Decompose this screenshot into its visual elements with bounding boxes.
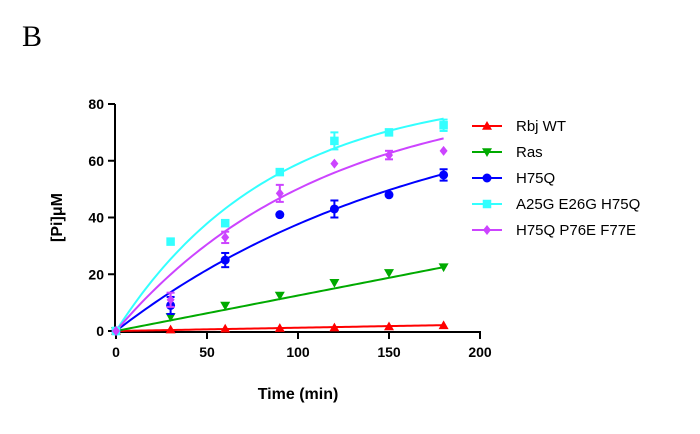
axes: 0 50 100 150 200 0 20 40 60 80 <box>88 96 491 360</box>
data-point <box>330 158 339 169</box>
data-point <box>384 321 394 331</box>
data-point <box>275 188 284 199</box>
data-point <box>384 128 394 137</box>
data-point <box>329 204 339 214</box>
y-tick-label: 80 <box>88 96 104 112</box>
legend-label: Ras <box>516 144 543 161</box>
x-axis-title: Time (min) <box>258 386 339 403</box>
data-point <box>221 232 230 243</box>
data-point <box>165 313 176 322</box>
legend-label: H75Q <box>516 170 555 187</box>
legend-marker <box>482 121 492 130</box>
data-point <box>165 324 176 334</box>
legend-label: A25G E26G H75Q <box>516 196 640 213</box>
data-point <box>275 210 285 220</box>
y-axis-title: [Pi]μM <box>49 193 66 242</box>
x-tick-label: 150 <box>377 344 401 360</box>
data-point <box>385 150 393 161</box>
data-point <box>220 323 231 333</box>
y-tick-label: 20 <box>88 266 104 282</box>
y-tick-label: 60 <box>88 153 104 169</box>
data-point <box>330 136 339 146</box>
legend: Rbj WT Ras H75Q A25G E26G H75Q H75Q P76E F77… <box>472 118 640 239</box>
x-tick-label: 50 <box>199 344 215 360</box>
data-point <box>220 218 230 228</box>
x-tick-label: 100 <box>286 344 310 360</box>
data-point <box>329 279 340 288</box>
data-point <box>439 121 448 130</box>
data-point <box>274 323 285 332</box>
legend-marker <box>482 173 492 183</box>
data-point <box>166 294 175 305</box>
legend-marker <box>482 148 492 157</box>
y-tick-label: 40 <box>88 210 104 226</box>
data-points <box>111 118 449 336</box>
data-point <box>384 190 394 200</box>
legend-label: H75Q P76E F77E <box>516 222 636 239</box>
legend-label: Rbj WT <box>516 118 566 135</box>
data-point <box>220 301 231 311</box>
panel-letter: B <box>22 20 43 53</box>
data-point <box>438 263 449 273</box>
data-point <box>275 167 285 177</box>
data-point <box>220 255 230 265</box>
data-point <box>438 320 449 330</box>
data-point <box>439 170 449 180</box>
data-point <box>166 237 175 246</box>
data-point <box>439 145 448 156</box>
legend-marker <box>482 199 492 209</box>
data-point <box>329 322 340 332</box>
x-tick-label: 200 <box>468 344 492 360</box>
data-point <box>384 269 394 278</box>
fit-curve <box>115 137 444 332</box>
x-tick-label: 0 <box>112 344 120 360</box>
legend-marker <box>483 225 491 235</box>
data-point <box>274 291 285 301</box>
y-tick-label: 0 <box>96 323 104 339</box>
data-point <box>112 326 120 336</box>
